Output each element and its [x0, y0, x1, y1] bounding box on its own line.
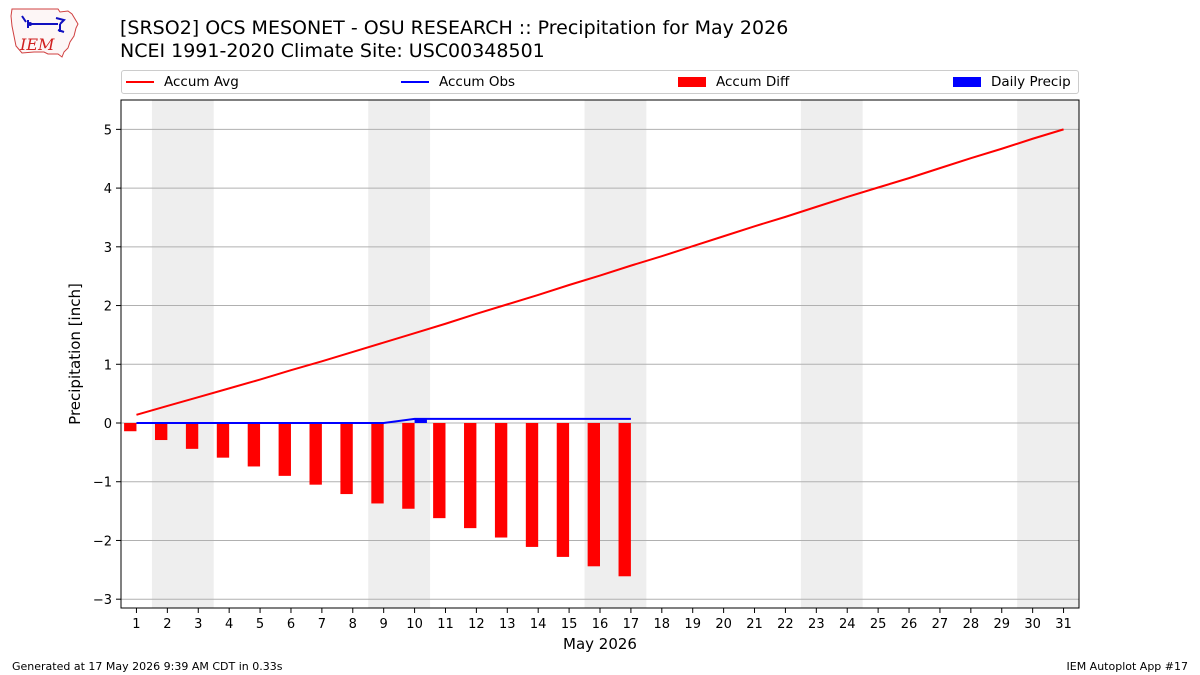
- weekend-band: [368, 100, 431, 608]
- bar-accum-diff: [154, 423, 168, 441]
- x-tick-label: 29: [993, 617, 1010, 632]
- legend-item-accum-diff: Accum Diff: [678, 71, 789, 93]
- x-tick-label: 11: [437, 617, 454, 632]
- x-tick-label: 12: [468, 617, 485, 632]
- chart-title: [SRSO2] OCS MESONET - OSU RESEARCH :: Pr…: [120, 17, 789, 39]
- x-tick-label: 9: [380, 617, 388, 632]
- bar-accum-diff: [556, 423, 570, 557]
- x-tick-label: 10: [406, 617, 423, 632]
- bar-accum-diff: [618, 423, 631, 577]
- legend-item-accum-avg: Accum Avg: [126, 71, 239, 93]
- bar-accum-diff: [433, 423, 446, 519]
- iem-logo: IEM: [10, 8, 79, 58]
- bar-accum-diff: [340, 423, 353, 495]
- x-tick-label: 30: [1024, 617, 1041, 632]
- y-tick-label: 1: [104, 358, 112, 373]
- legend-item-daily-precip: Daily Precip: [953, 71, 1071, 93]
- x-tick-label: 27: [932, 617, 949, 632]
- legend-swatch: [678, 77, 706, 87]
- app-credit: IEM Autoplot App #17: [1066, 660, 1189, 673]
- legend-label: Accum Diff: [716, 74, 790, 90]
- bar-accum-diff: [464, 423, 477, 529]
- x-tick-label: 23: [808, 617, 825, 632]
- weekend-band: [1017, 100, 1079, 608]
- bar-accum-diff: [525, 423, 539, 547]
- x-tick-label: 1: [132, 617, 140, 632]
- y-tick-label: −1: [93, 476, 112, 491]
- bar-accum-diff: [278, 423, 291, 476]
- x-tick-label: 25: [870, 617, 887, 632]
- bar-accum-diff: [494, 423, 508, 538]
- y-axis-label: Precipitation [inch]: [66, 283, 84, 425]
- generated-timestamp: Generated at 17 May 2026 9:39 AM CDT in …: [12, 660, 283, 673]
- weekend-band: [151, 100, 214, 608]
- bar-accum-diff: [247, 423, 261, 467]
- x-tick-label: 19: [684, 617, 701, 632]
- x-tick-label: 18: [654, 617, 671, 632]
- bar-accum-diff: [371, 423, 384, 504]
- chart-subtitle: NCEI 1991-2020 Climate Site: USC00348501: [120, 40, 545, 62]
- svg-text:IEM: IEM: [19, 35, 55, 54]
- y-tick-label: 0: [104, 417, 112, 432]
- bar-accum-diff: [124, 423, 137, 432]
- y-tick-label: 4: [104, 182, 112, 197]
- x-tick-label: 15: [561, 617, 578, 632]
- legend: Accum Avg Accum Obs Accum Diff Daily Pre…: [121, 70, 1079, 94]
- x-tick-label: 6: [287, 617, 295, 632]
- y-tick-label: −2: [93, 534, 112, 549]
- legend-swatch: [401, 81, 429, 83]
- bar-accum-diff: [402, 423, 415, 509]
- bar-accum-diff: [216, 423, 230, 458]
- x-tick-label: 4: [225, 617, 233, 632]
- bar-accum-diff: [587, 423, 600, 567]
- x-tick-label: 16: [592, 617, 609, 632]
- x-tick-label: 14: [530, 617, 547, 632]
- legend-label: Accum Avg: [164, 74, 239, 90]
- x-tick-label: 7: [318, 617, 326, 632]
- legend-label: Accum Obs: [439, 74, 516, 90]
- bar-daily-precip: [414, 418, 427, 424]
- x-tick-label: 20: [715, 617, 732, 632]
- line-accum-avg: [136, 128, 1064, 416]
- x-tick-label: 3: [194, 617, 202, 632]
- y-tick-label: 3: [104, 241, 112, 256]
- x-tick-label: 5: [256, 617, 264, 632]
- x-tick-label: 24: [839, 617, 856, 632]
- legend-swatch: [126, 81, 154, 83]
- x-tick-label: 2: [163, 617, 171, 632]
- legend-label: Daily Precip: [991, 74, 1071, 90]
- y-tick-label: 5: [104, 123, 112, 138]
- x-tick-label: 28: [963, 617, 980, 632]
- x-tick-label: 22: [777, 617, 794, 632]
- x-tick-label: 21: [746, 617, 763, 632]
- y-tick-label: 2: [104, 300, 112, 315]
- weekend-band: [800, 100, 863, 608]
- x-tick-label: 31: [1055, 617, 1072, 632]
- x-tick-label: 26: [901, 617, 918, 632]
- x-tick-label: 13: [499, 617, 516, 632]
- x-tick-label: 8: [349, 617, 357, 632]
- legend-item-accum-obs: Accum Obs: [401, 71, 515, 93]
- legend-swatch: [953, 77, 981, 87]
- bar-accum-diff: [185, 423, 199, 449]
- line-accum-obs: [136, 417, 631, 425]
- y-tick-label: −3: [93, 593, 112, 608]
- x-axis-label: May 2026: [563, 635, 637, 653]
- x-tick-label: 17: [623, 617, 640, 632]
- bar-accum-diff: [309, 423, 322, 485]
